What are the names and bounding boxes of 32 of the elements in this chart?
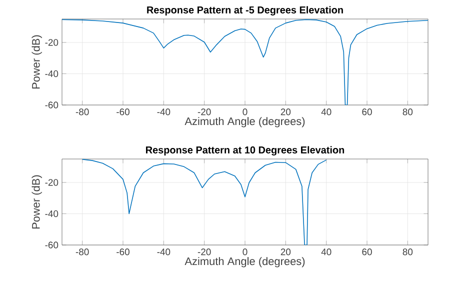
chart-title: Response Pattern at 10 Degrees Elevation bbox=[146, 146, 344, 156]
y-axis-title: Power (dB) bbox=[32, 35, 42, 88]
x-axis-title: Azimuth Angle (degrees) bbox=[184, 257, 305, 268]
x-tick-label: 80 bbox=[402, 248, 413, 256]
y-tick-label: -20 bbox=[45, 39, 58, 46]
x-tick-label: -20 bbox=[198, 248, 211, 256]
x-tick-label: 60 bbox=[362, 248, 372, 256]
x-axis-title: Azimuth Angle (degrees) bbox=[184, 117, 305, 128]
x-tick-label: -60 bbox=[116, 248, 130, 256]
x-tick-label: 20 bbox=[280, 248, 291, 256]
x-tick-label: -20 bbox=[198, 108, 211, 116]
line-series bbox=[82, 158, 327, 245]
y-tick-label: -40 bbox=[45, 70, 58, 78]
chart-title: Response Pattern at -5 Degrees Elevation bbox=[147, 6, 343, 16]
x-tick-label: -80 bbox=[76, 248, 89, 256]
x-tick-label: -40 bbox=[157, 108, 170, 116]
x-tick-label: 0 bbox=[242, 248, 248, 256]
x-tick-label: -60 bbox=[116, 108, 130, 116]
x-tick-label: 0 bbox=[242, 108, 248, 116]
x-tick-label: 40 bbox=[321, 248, 332, 256]
y-tick-label: -60 bbox=[45, 102, 58, 108]
y-tick-label: -20 bbox=[45, 179, 58, 186]
x-tick-label: 20 bbox=[280, 108, 291, 116]
x-tick-label: -80 bbox=[76, 108, 89, 116]
x-tick-label: 60 bbox=[362, 108, 372, 116]
x-tick-label: 40 bbox=[321, 108, 332, 116]
x-tick-label: -40 bbox=[157, 248, 170, 256]
y-tick-label: -60 bbox=[45, 242, 58, 248]
line-series bbox=[62, 19, 428, 105]
y-tick-label: -40 bbox=[45, 210, 58, 218]
x-tick-label: 80 bbox=[402, 108, 413, 116]
y-axis-title: Power (dB) bbox=[32, 175, 42, 228]
